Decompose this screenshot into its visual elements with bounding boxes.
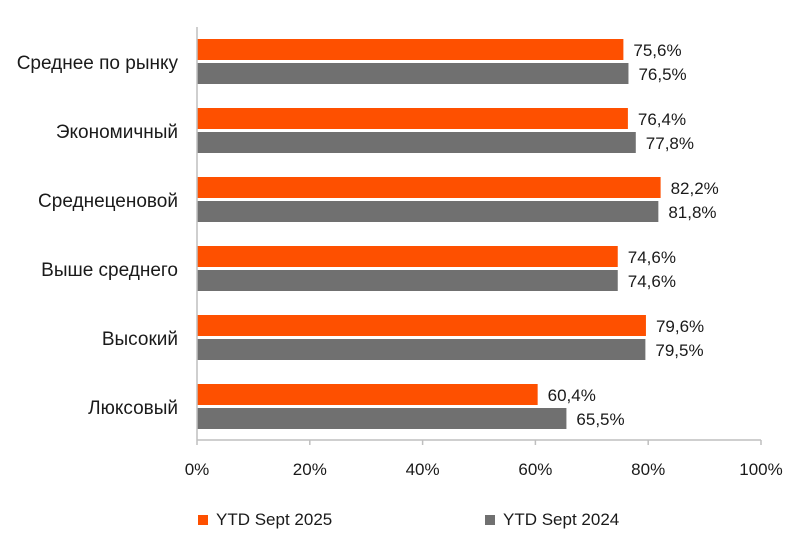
x-tick-label: 20% (293, 460, 327, 479)
legend-item-2025: YTD Sept 2025 (198, 510, 332, 530)
bar-2025 (197, 108, 628, 129)
bar-2025 (197, 384, 538, 405)
data-label: 81,8% (668, 203, 716, 222)
data-label: 76,4% (638, 110, 686, 129)
x-tick-label: 40% (406, 460, 440, 479)
data-label: 76,5% (638, 65, 686, 84)
category-label: Среднее по рынку (17, 53, 179, 74)
x-tick-label: 100% (739, 460, 782, 479)
bar-2024 (197, 339, 646, 360)
legend-label-2025: YTD Sept 2025 (216, 510, 333, 529)
legend-swatch-2025 (198, 515, 208, 525)
x-tick-label: 60% (518, 460, 552, 479)
legend-item-2024: YTD Sept 2024 (485, 510, 619, 530)
category-label: Люксовый (88, 398, 178, 419)
category-label: Экономичный (56, 122, 178, 143)
bar-2025 (197, 177, 661, 198)
x-tick-label: 0% (185, 460, 210, 479)
data-label: 79,5% (655, 341, 703, 360)
data-label: 77,8% (646, 134, 694, 153)
data-label: 74,6% (628, 272, 676, 291)
category-label: Среднеценовой (38, 191, 178, 212)
bar-2025 (197, 246, 618, 267)
data-label: 79,6% (656, 317, 704, 336)
bar-2024 (197, 63, 629, 84)
x-tick-label: 80% (631, 460, 665, 479)
bar-2024 (197, 408, 567, 429)
category-label: Выше среднего (41, 260, 178, 281)
data-label: 65,5% (576, 410, 624, 429)
bar-2024 (197, 201, 659, 222)
data-label: 60,4% (548, 386, 596, 405)
category-label: Высокий (102, 329, 178, 350)
legend-swatch-2024 (485, 515, 495, 525)
bar-2025 (197, 39, 624, 60)
bar-2024 (197, 132, 636, 153)
data-label: 82,2% (671, 179, 719, 198)
data-label: 74,6% (628, 248, 676, 267)
bar-2025 (197, 315, 646, 336)
bar-2024 (197, 270, 618, 291)
legend-label-2024: YTD Sept 2024 (503, 510, 620, 529)
data-label: 75,6% (633, 41, 681, 60)
